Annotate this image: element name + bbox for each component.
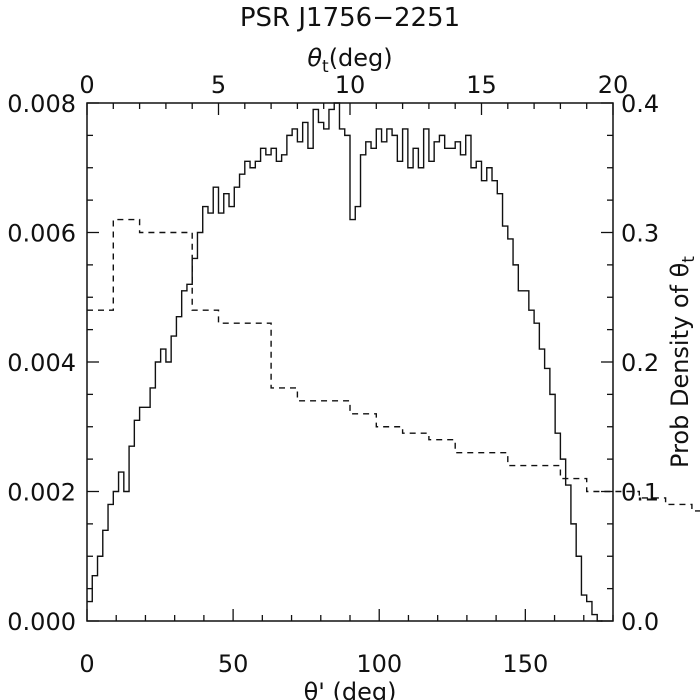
y-right-tick-label: 0.4 (621, 90, 659, 118)
axis-ticks (86, 102, 614, 622)
chart-title: PSR J1756−2251 (240, 3, 460, 33)
y-left-tick-label: 0.004 (7, 349, 76, 377)
x-top-tick-label: 20 (598, 71, 629, 99)
x-top-tick-label: 0 (79, 71, 94, 99)
top-axis-label-symbol: θ (307, 44, 322, 72)
y-right-tick-label: 0.1 (621, 479, 659, 507)
series-theta-prime-histogram (87, 102, 603, 622)
y-right-tick-label: 0.3 (621, 220, 659, 248)
x-bottom-tick-label: 0 (79, 650, 94, 678)
y-right-tick-label: 0.2 (621, 349, 659, 377)
x-bottom-tick-label: 150 (502, 650, 548, 678)
x-bottom-tick-label: 100 (356, 650, 402, 678)
x-top-tick-label: 10 (335, 71, 366, 99)
top-axis-label-suffix: (deg) (329, 44, 393, 72)
x-bottom-tick-label: 50 (218, 650, 249, 678)
right-axis-label-subscript: t (679, 256, 699, 263)
y-left-tick-label: 0.008 (7, 90, 76, 118)
y-right-tick-label: 0.0 (621, 608, 659, 636)
top-axis-label: θt(deg) (307, 44, 392, 77)
y-left-tick-label: 0.002 (7, 479, 76, 507)
x-top-tick-label: 5 (211, 71, 226, 99)
y-left-tick-label: 0.006 (7, 220, 76, 248)
tick-labels: 0 50 100 150 0 5 10 15 20 0.000 0.002 0.004 0.006 0.0… (7, 71, 659, 678)
top-axis-label-subscript: t (322, 57, 329, 77)
bottom-axis-label: θ' (deg) (304, 678, 397, 700)
right-axis-label-text: Prob Density of θ (666, 263, 694, 468)
x-top-tick-label: 15 (466, 71, 497, 99)
right-axis-label: Prob Density of θt (666, 256, 699, 468)
series-theta-t-histogram (87, 218, 700, 512)
y-left-tick-label: 0.000 (7, 608, 76, 636)
series-layer (87, 102, 700, 622)
